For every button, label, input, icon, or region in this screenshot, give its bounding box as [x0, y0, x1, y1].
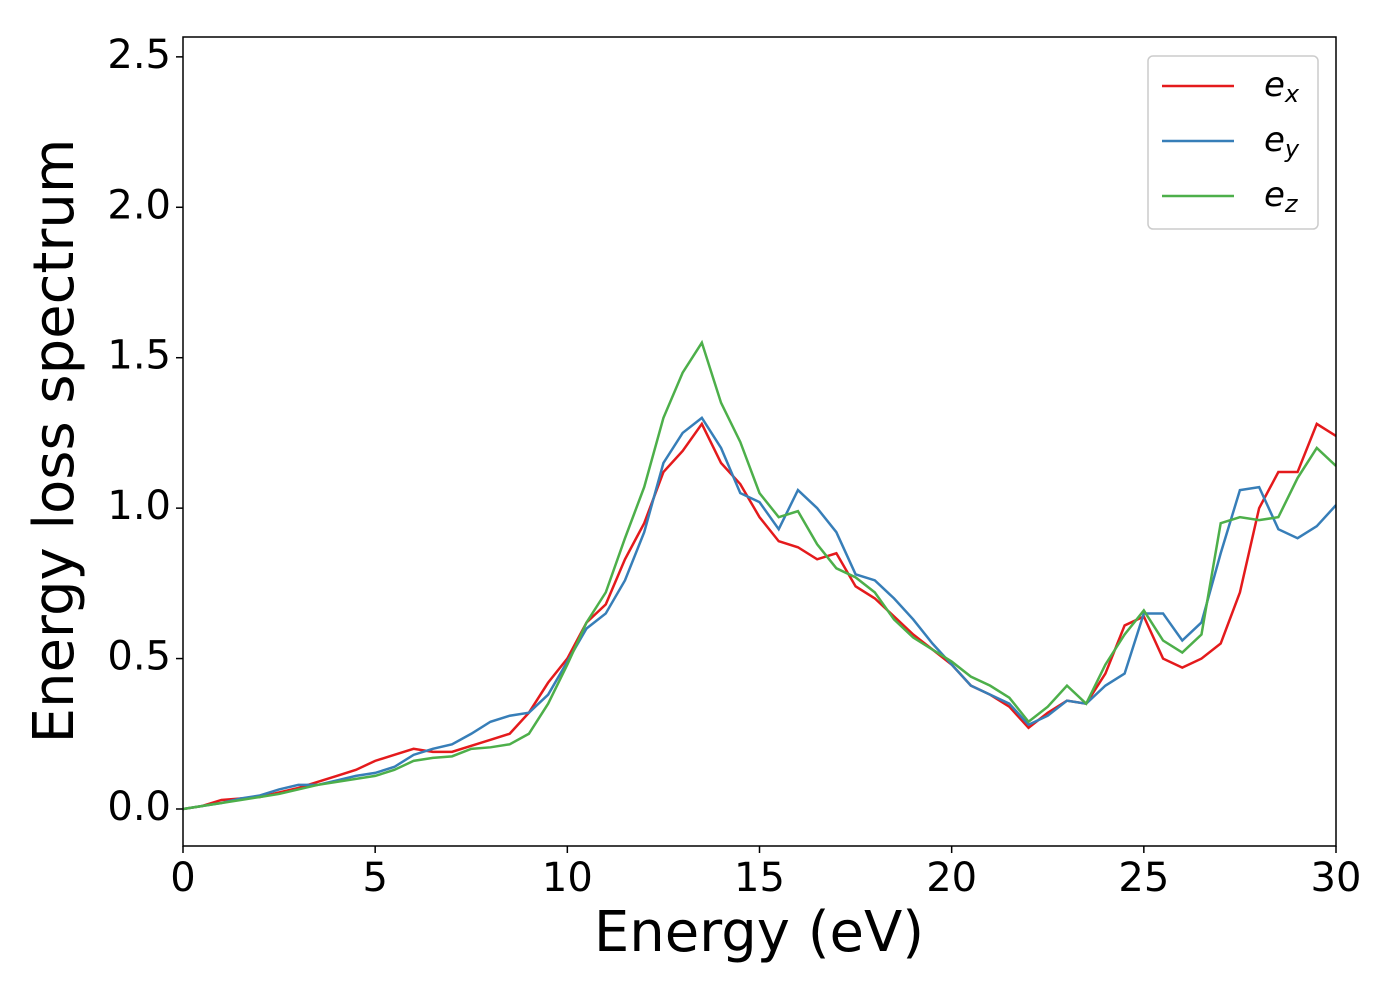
y-tick-label: 2.0: [107, 182, 171, 228]
series-line: [183, 421, 1336, 811]
y-tick-label: 1.0: [107, 483, 171, 529]
y-tick-label: 0.5: [107, 634, 171, 680]
plot-frame: [182, 36, 1337, 847]
series-line: [183, 416, 1336, 811]
legend-label: ex: [1264, 65, 1300, 109]
x-tick-label: 0: [170, 855, 195, 901]
legend-label: ez: [1264, 175, 1299, 219]
x-tick-label: 15: [734, 855, 785, 901]
x-tick-label: 10: [542, 855, 593, 901]
x-tick-label: 5: [362, 855, 387, 901]
series-line: [183, 339, 1336, 811]
x-tick-label: 20: [926, 855, 977, 901]
x-tick-label: 25: [1118, 855, 1169, 901]
y-axis-label: Energy loss spectrum: [22, 139, 87, 744]
legend-label: ey: [1264, 120, 1300, 164]
y-tick-label: 2.5: [107, 32, 171, 78]
y-tick-label: 0.0: [107, 784, 171, 830]
x-tick-label: 30: [1311, 855, 1362, 901]
x-axis-label: Energy (eV): [594, 900, 924, 965]
legend-box: [1147, 55, 1319, 230]
y-tick-label: 1.5: [107, 333, 171, 379]
